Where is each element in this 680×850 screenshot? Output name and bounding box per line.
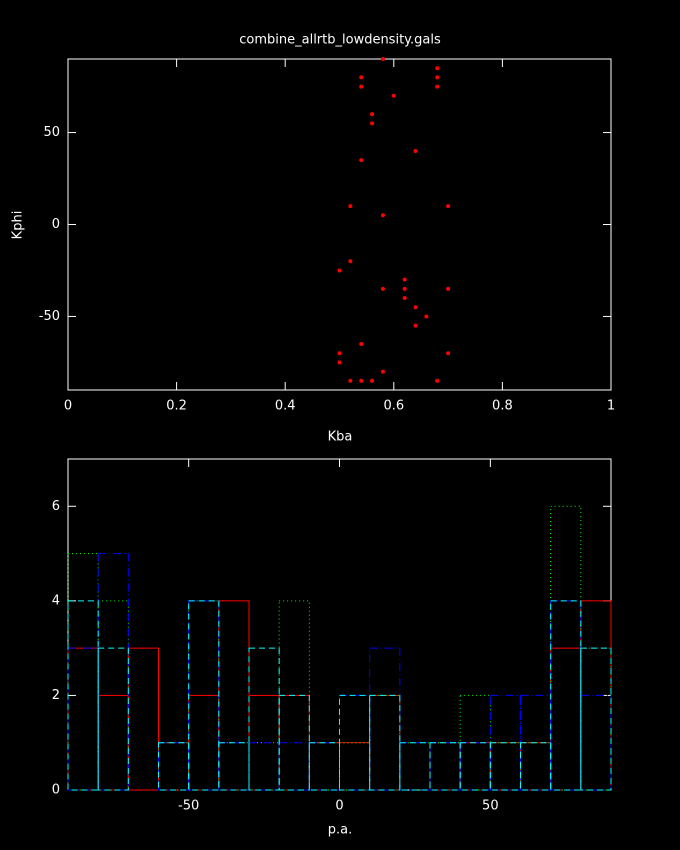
point xyxy=(435,378,440,383)
y-tick-label: 0 xyxy=(52,783,60,798)
x-tick-label: 1 xyxy=(607,399,615,414)
histogram-bar xyxy=(278,694,310,791)
histogram-bar xyxy=(580,647,612,791)
chart-title: combine_allrtb_lowdensity.gals xyxy=(239,33,441,48)
x-tick-label: 0.6 xyxy=(383,399,404,414)
y-axis-label: Kphi xyxy=(11,211,26,240)
point xyxy=(348,259,353,264)
point xyxy=(370,121,375,126)
y-tick-label: 6 xyxy=(52,499,60,514)
x-tick-label: 0 xyxy=(335,799,343,814)
point xyxy=(348,204,353,209)
histogram-bar xyxy=(97,647,129,791)
x-tick-label: -50 xyxy=(178,799,199,814)
x-tick-label: 0 xyxy=(64,399,72,414)
y-tick-label: 4 xyxy=(52,593,60,608)
point xyxy=(402,296,407,301)
x-axis-label: p.a. xyxy=(328,823,352,838)
point xyxy=(359,84,364,89)
x-axis-label: Kba xyxy=(328,430,353,445)
histogram-bar xyxy=(67,600,99,791)
point xyxy=(337,360,342,365)
point xyxy=(413,148,418,153)
histogram-bar xyxy=(188,600,220,791)
point xyxy=(380,57,385,61)
point xyxy=(435,66,440,71)
point xyxy=(337,351,342,356)
histogram-bar xyxy=(369,694,401,791)
y-tick-label: 0 xyxy=(52,217,60,232)
point xyxy=(435,75,440,80)
point xyxy=(435,84,440,89)
histogram-bar xyxy=(339,694,371,791)
point xyxy=(359,378,364,383)
histogram-bar xyxy=(97,553,129,791)
point xyxy=(337,268,342,273)
y-tick-label: 2 xyxy=(52,688,60,703)
point xyxy=(359,75,364,80)
histogram-bar xyxy=(308,742,341,791)
y-tick-label: 50 xyxy=(43,125,60,140)
point xyxy=(402,277,407,282)
point xyxy=(370,112,375,117)
histogram-bar xyxy=(550,600,582,791)
point xyxy=(348,378,353,383)
point xyxy=(380,286,385,291)
point xyxy=(446,286,451,291)
x-tick-label: 50 xyxy=(482,799,499,814)
y-tick-label: -50 xyxy=(39,309,60,324)
point xyxy=(402,286,407,291)
point xyxy=(380,369,385,374)
point xyxy=(424,314,429,319)
point xyxy=(380,213,385,218)
x-tick-label: 0.8 xyxy=(492,399,513,414)
point xyxy=(359,342,364,347)
point xyxy=(391,93,396,98)
point xyxy=(446,351,451,356)
x-tick-label: 0.4 xyxy=(275,399,296,414)
x-tick-label: 0.2 xyxy=(166,399,187,414)
point xyxy=(359,158,364,163)
point xyxy=(413,305,418,310)
point xyxy=(413,323,418,328)
point xyxy=(370,378,375,383)
histogram-bar xyxy=(278,742,310,791)
point xyxy=(446,204,451,209)
